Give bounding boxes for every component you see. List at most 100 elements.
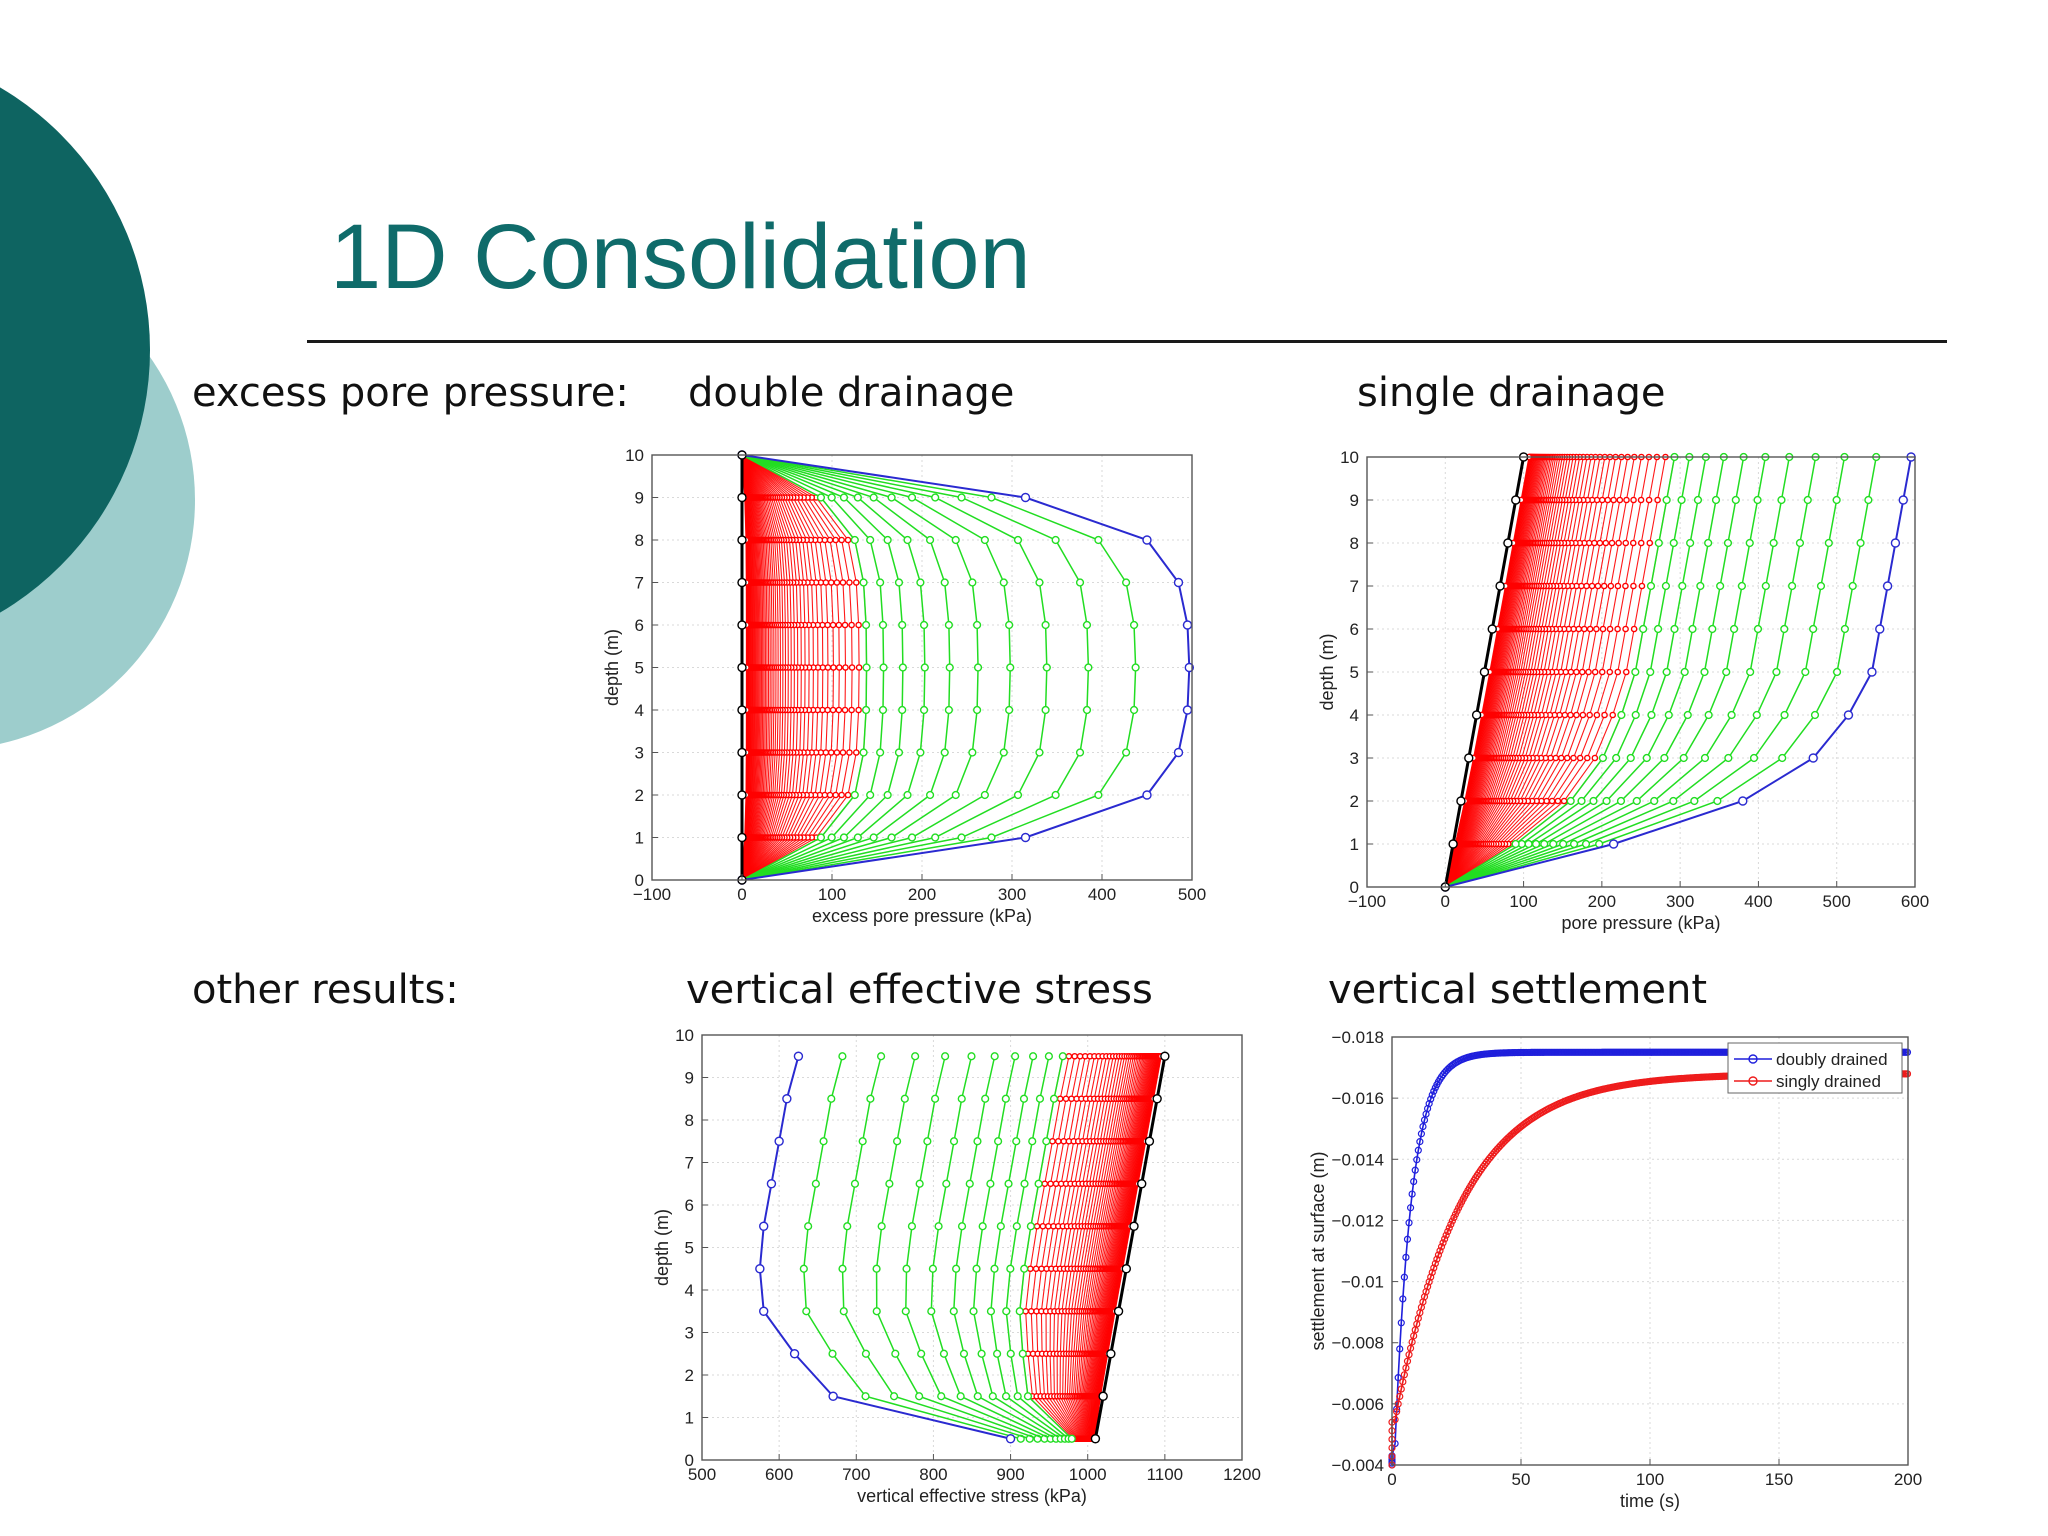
isochrone-late [1076, 1056, 1130, 1439]
isochrone-late-point [1600, 582, 1608, 590]
initial-profile-point [755, 1264, 765, 1274]
isochrone-early-point [1753, 495, 1762, 505]
isochrone-early-point [978, 1222, 987, 1231]
isochrone-late [1079, 1056, 1134, 1439]
series-point [1425, 1278, 1433, 1286]
isochrone-early-point [967, 1052, 976, 1061]
isochrone-early-point [1035, 578, 1044, 587]
isochrone-late-point [1548, 797, 1556, 805]
isochrone-early-point [973, 620, 982, 630]
isochrone-early-point [1051, 535, 1060, 545]
isochrone-early-point [1778, 753, 1787, 763]
series-point [1419, 1122, 1427, 1131]
isochrone-late-point [1629, 539, 1637, 547]
isochrone-early-point [1664, 710, 1673, 720]
isochrone-late-point [1608, 539, 1616, 547]
isochrone-early-point [1832, 495, 1841, 505]
y-tick-label: 3 [685, 1324, 694, 1343]
isochrone-early-point [1801, 667, 1810, 677]
isochrone-early-point [1647, 710, 1656, 720]
isochrone-late [1092, 1056, 1154, 1439]
isochrone-late-point [1579, 711, 1587, 719]
isochrone-early-point [1006, 1264, 1015, 1273]
plot-area [1392, 1037, 1908, 1465]
series-point [1394, 1374, 1402, 1382]
isochrone-late [1064, 1056, 1114, 1439]
y-tick-label: −0.01 [1341, 1273, 1384, 1292]
y-tick-label: 8 [635, 531, 644, 550]
series-point [1424, 1105, 1432, 1113]
y-tick-label: −0.018 [1332, 1028, 1384, 1047]
isochrone-early-point [1131, 663, 1140, 672]
isochrone-early-point [1013, 1392, 1022, 1401]
isochrone-late [1025, 1056, 1074, 1440]
isochrone-late-point [1563, 754, 1571, 762]
isochrone-late-point [827, 749, 835, 756]
initial-profile-point [1738, 796, 1748, 806]
y-tick-label: 3 [1350, 749, 1359, 768]
final-profile-point [1464, 753, 1474, 763]
isochrone-late-point [1637, 496, 1645, 504]
isochrone-late [1030, 1056, 1076, 1440]
isochrone-early-point [1683, 710, 1692, 720]
series-point [1396, 1392, 1404, 1400]
isochrone-late-point [1585, 668, 1592, 676]
isochrone-early-point [1129, 620, 1139, 630]
isochrone-late [1091, 1056, 1153, 1439]
x-tick-label: 150 [1765, 1470, 1793, 1489]
isochrone-late-point [1552, 754, 1560, 762]
isochrone-late-point [824, 706, 831, 714]
initial-profile-point [782, 1094, 792, 1104]
isochrone-early-point [957, 1094, 966, 1103]
isochrone-early-point [885, 1179, 894, 1188]
legend-box [1727, 1042, 1903, 1094]
isochrone-early-point [973, 663, 983, 672]
y-tick-label: 10 [625, 446, 644, 465]
isochrone-late-point [826, 791, 834, 799]
y-tick-label: 0 [685, 1451, 694, 1470]
isochrone-late-point [1622, 539, 1630, 547]
isochrone-early-point [1012, 1222, 1021, 1231]
isochrone-late-point [1045, 1222, 1052, 1230]
isochrone-early-point [1713, 796, 1722, 806]
isochrone-early-point [1669, 538, 1678, 548]
initial-profile-point [774, 1136, 784, 1146]
initial-profile-point [759, 1221, 769, 1231]
isochrone-early-point [898, 620, 907, 630]
series-point [1399, 1378, 1407, 1386]
isochrone-early-point [915, 1392, 924, 1401]
isochrone-late-point [848, 664, 856, 671]
isochrone-early-point [902, 1264, 911, 1273]
isochrone-early-point [925, 790, 935, 800]
series-point [1427, 1095, 1435, 1103]
isochrone-late-point [1560, 797, 1568, 805]
isochrone-early-point [1006, 1349, 1015, 1358]
final-profile-point [737, 662, 747, 673]
isochrone-early-point [866, 790, 875, 800]
isochrone-late-point [1032, 1265, 1040, 1273]
row2-label: other results: [192, 967, 459, 1013]
isochrone-early-point [907, 493, 917, 502]
y-tick-label: 3 [635, 744, 644, 763]
isochrone-early-point [986, 1179, 995, 1188]
isochrone-early-point [923, 1137, 932, 1146]
isochrone-early-point [1067, 1434, 1076, 1443]
isochrone-early-point [1696, 581, 1705, 591]
isochrone-late [1035, 1056, 1081, 1440]
isochrone-late-point [1601, 711, 1608, 719]
isochrone-late-point [1616, 496, 1624, 504]
isochrone-late-point [1638, 582, 1646, 590]
isochrone-late-point [1580, 625, 1588, 633]
series-point [1393, 1408, 1401, 1416]
isochrone-late [1088, 1056, 1147, 1439]
isochrone-early-point [1761, 581, 1770, 591]
isochrone-late-point [1583, 754, 1591, 762]
final-profile-point [1121, 1264, 1131, 1274]
x-tick-label: 0 [1387, 1470, 1396, 1489]
series-point [1402, 1364, 1410, 1372]
isochrone-late-point [1591, 754, 1599, 762]
isochrone-early-point [965, 1179, 974, 1188]
y-tick-label: −0.012 [1332, 1211, 1384, 1230]
legend-marker [1748, 1076, 1758, 1086]
